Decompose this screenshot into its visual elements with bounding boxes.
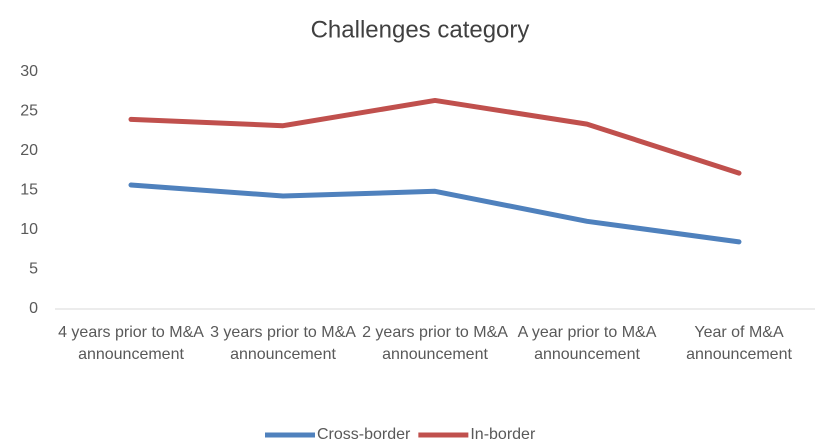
series-line: [128, 182, 742, 245]
chart-title: Challenges category: [311, 16, 530, 43]
legend-label: Cross-border: [317, 426, 411, 443]
x-tick-label: A year prior to M&A announcement: [517, 324, 657, 363]
y-tick-label: 0: [29, 300, 38, 317]
x-tick-label: 4 years prior to M&A announcement: [58, 324, 204, 363]
y-tick-label: 5: [29, 261, 38, 278]
y-tick-label: 30: [20, 63, 38, 80]
y-tick-label: 15: [20, 182, 38, 199]
y-tick-label: 10: [20, 221, 38, 238]
y-tick-label: 20: [20, 142, 38, 159]
y-tick-label: 25: [20, 103, 38, 120]
legend-label: In-border: [470, 426, 536, 443]
x-tick-label: 3 years prior to M&A announcement: [210, 324, 356, 363]
series-line: [128, 97, 742, 176]
x-tick-label: Year of M&A announcement: [686, 324, 792, 363]
x-tick-label: 2 years prior to M&A announcement: [362, 324, 508, 363]
